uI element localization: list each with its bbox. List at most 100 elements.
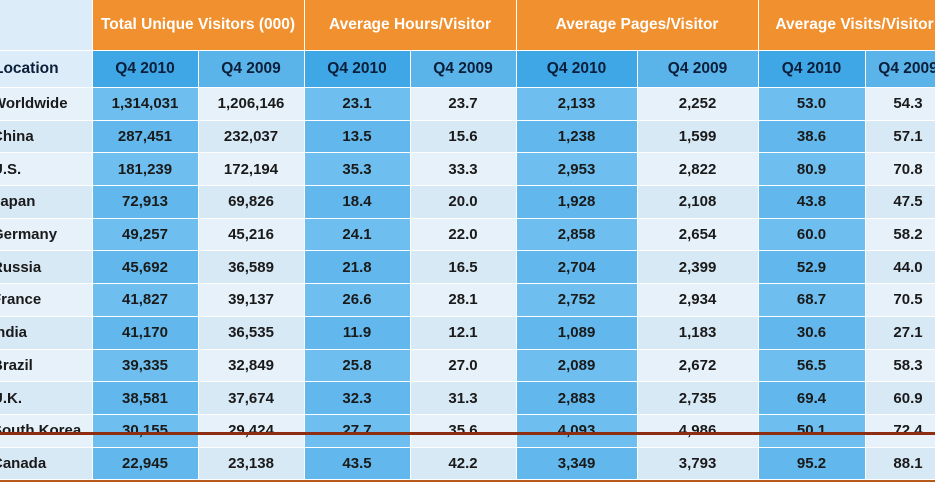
value-cell: 95.2 <box>758 447 866 481</box>
group-header-visitors: Total Unique Visitors (000) <box>92 0 305 51</box>
value-cell: 43.8 <box>758 185 866 219</box>
location-header: Location <box>0 50 93 88</box>
value-cell: 2,934 <box>637 283 759 317</box>
value-cell: 2,752 <box>516 283 638 317</box>
value-cell: 45,216 <box>198 218 305 252</box>
value-cell: 3,793 <box>637 447 759 481</box>
period-header: Q4 2010 <box>516 50 638 88</box>
value-cell: 70.8 <box>865 152 935 187</box>
bottom-divider-line <box>0 480 935 482</box>
value-cell: 1,238 <box>516 120 638 154</box>
table-row: U.S.181,239172,19435.333.32,9532,82280.9… <box>0 152 935 187</box>
value-cell: 15.6 <box>410 120 517 154</box>
value-cell: 22.0 <box>410 218 517 252</box>
value-cell: 30,155 <box>92 414 199 448</box>
value-cell: 45,692 <box>92 250 199 285</box>
value-cell: 2,654 <box>637 218 759 252</box>
table-row: India41,17036,53511.912.11,0891,18330.62… <box>0 316 935 350</box>
value-cell: 41,170 <box>92 316 199 350</box>
location-cell: Brazil <box>0 349 93 383</box>
value-cell: 18.4 <box>304 185 411 219</box>
table-row: Worldwide1,314,0311,206,14623.123.72,133… <box>0 87 935 121</box>
visitor-stats-table: Total Unique Visitors (000) Average Hour… <box>0 0 935 481</box>
period-header-row: Location Q4 2010 Q4 2009 Q4 2010 Q4 2009… <box>0 50 935 88</box>
value-cell: 25.8 <box>304 349 411 383</box>
table-row: South Korea 30,155 29,424 27.7 35.6 4,093 4,98… <box>0 414 935 448</box>
value-cell: 50.1 <box>758 414 866 448</box>
value-cell: 37,674 <box>198 381 305 415</box>
location-cell: U.S. <box>0 152 93 187</box>
value-cell: 60.9 <box>865 381 935 415</box>
table-row: Germany49,25745,21624.122.02,8582,65460.… <box>0 218 935 252</box>
table-row: France41,82739,13726.628.12,7522,93468.7… <box>0 283 935 317</box>
value-cell: 88.1 <box>865 447 935 481</box>
location-cell: U.K. <box>0 381 93 415</box>
period-header: Q4 2010 <box>92 50 199 88</box>
value-cell: 57.1 <box>865 120 935 154</box>
value-cell: 12.1 <box>410 316 517 350</box>
table-row: China287,451232,03713.515.61,2381,59938.… <box>0 120 935 154</box>
value-cell: 2,735 <box>637 381 759 415</box>
value-cell: 39,137 <box>198 283 305 317</box>
table-row: U.K.38,58137,67432.331.32,8832,73569.460… <box>0 381 935 415</box>
value-cell: 36,535 <box>198 316 305 350</box>
value-cell: 32,849 <box>198 349 305 383</box>
value-cell: 2,822 <box>637 152 759 187</box>
divider-line <box>0 432 935 435</box>
group-header-pages: Average Pages/Visitor <box>516 0 759 51</box>
value-cell: 1,183 <box>637 316 759 350</box>
value-cell: 72,913 <box>92 185 199 219</box>
value-cell: 38,581 <box>92 381 199 415</box>
period-header: Q4 2009 <box>865 50 935 88</box>
value-cell: 13.5 <box>304 120 411 154</box>
location-cell: Canada <box>0 447 93 481</box>
location-cell: China <box>0 120 93 154</box>
value-cell: 60.0 <box>758 218 866 252</box>
table-row: Japan72,91369,82618.420.01,9282,10843.84… <box>0 185 935 219</box>
value-cell: 232,037 <box>198 120 305 154</box>
value-cell: 1,314,031 <box>92 87 199 121</box>
value-cell: 58.2 <box>865 218 935 252</box>
value-cell: 23.1 <box>304 87 411 121</box>
value-cell: 2,089 <box>516 349 638 383</box>
value-cell: 35.6 <box>410 414 517 448</box>
value-cell: 2,953 <box>516 152 638 187</box>
value-cell: 30.6 <box>758 316 866 350</box>
value-cell: 54.3 <box>865 87 935 121</box>
value-cell: 68.7 <box>758 283 866 317</box>
value-cell: 31.3 <box>410 381 517 415</box>
period-header: Q4 2009 <box>198 50 305 88</box>
value-cell: 27.0 <box>410 349 517 383</box>
period-header: Q4 2010 <box>758 50 866 88</box>
value-cell: 26.6 <box>304 283 411 317</box>
location-cell: Japan <box>0 185 93 219</box>
period-header: Q4 2009 <box>637 50 759 88</box>
value-cell: 16.5 <box>410 250 517 285</box>
value-cell: 20.0 <box>410 185 517 219</box>
value-cell: 47.5 <box>865 185 935 219</box>
value-cell: 27.7 <box>304 414 411 448</box>
value-cell: 2,252 <box>637 87 759 121</box>
location-cell: Russia <box>0 250 93 285</box>
value-cell: 32.3 <box>304 381 411 415</box>
location-cell: Worldwide <box>0 87 93 121</box>
location-cell: France <box>0 283 93 317</box>
value-cell: 56.5 <box>758 349 866 383</box>
value-cell: 1,206,146 <box>198 87 305 121</box>
value-cell: 2,858 <box>516 218 638 252</box>
value-cell: 1,928 <box>516 185 638 219</box>
table-row: Brazil39,33532,84925.827.02,0892,67256.5… <box>0 349 935 383</box>
period-header: Q4 2010 <box>304 50 411 88</box>
value-cell: 172,194 <box>198 152 305 187</box>
period-header: Q4 2009 <box>410 50 517 88</box>
value-cell: 21.8 <box>304 250 411 285</box>
value-cell: 38.6 <box>758 120 866 154</box>
value-cell: 72.4 <box>865 414 935 448</box>
value-cell: 4,986 <box>637 414 759 448</box>
value-cell: 24.1 <box>304 218 411 252</box>
value-cell: 28.1 <box>410 283 517 317</box>
value-cell: 23.7 <box>410 87 517 121</box>
value-cell: 33.3 <box>410 152 517 187</box>
corner-cell <box>0 0 93 51</box>
value-cell: 35.3 <box>304 152 411 187</box>
